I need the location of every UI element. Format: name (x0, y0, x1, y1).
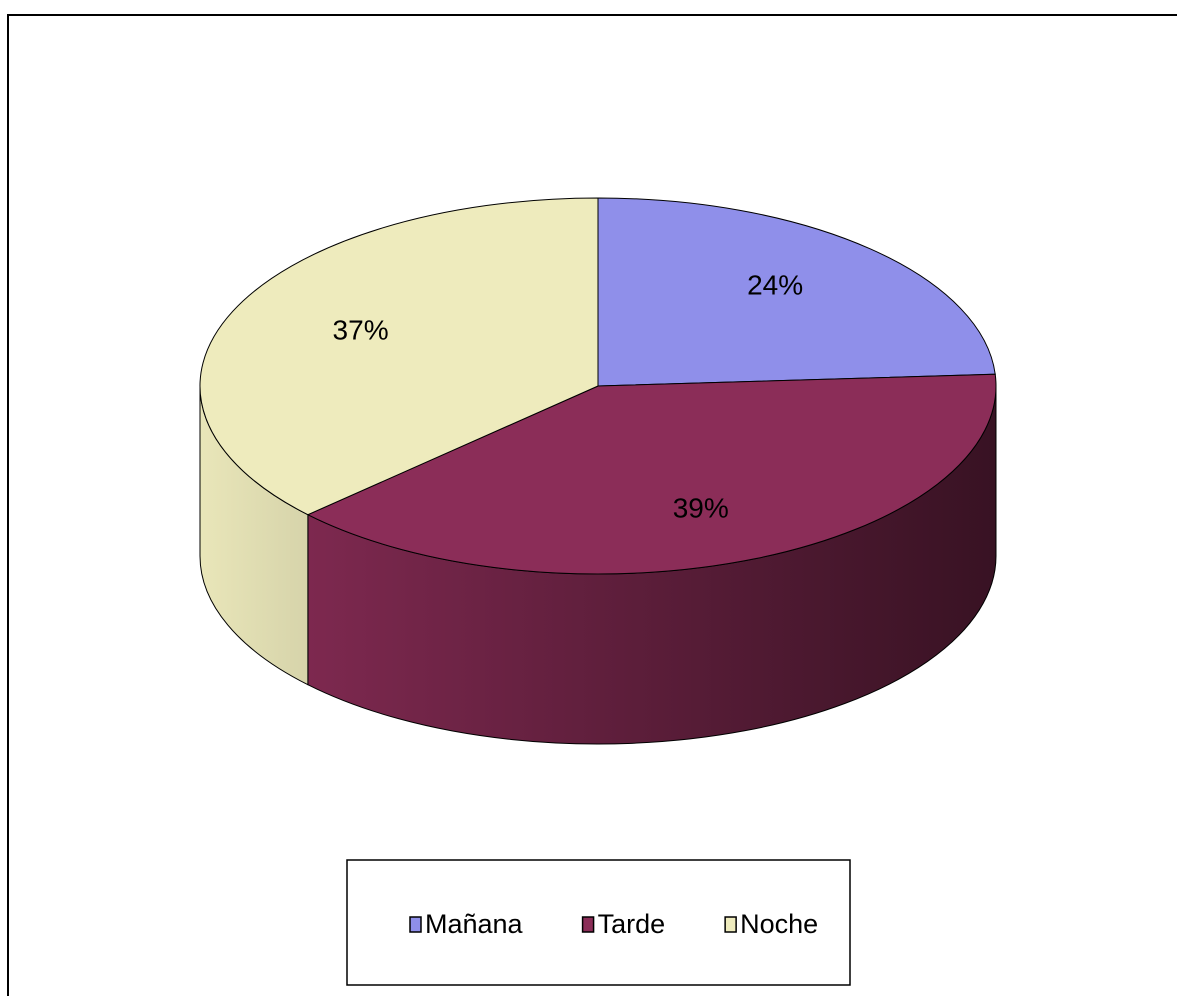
legend-box (346, 859, 851, 986)
legend-label: Mañana (425, 909, 524, 939)
slice (306, 373, 997, 575)
slice (597, 197, 996, 387)
data-label: 24% (747, 270, 803, 301)
slice (199, 197, 599, 516)
legend-label: Tarde (598, 909, 666, 939)
data-label: 37% (333, 315, 389, 346)
legend-swatch (409, 916, 422, 933)
pie: 24% 39% 37% (199, 197, 997, 745)
legend-swatch (724, 916, 737, 933)
legend-label: Noche (740, 909, 818, 939)
data-label: 39% (673, 493, 729, 524)
legend: Mañana Tarde Noche (409, 909, 818, 939)
legend-swatch (581, 916, 595, 933)
chart-border (7, 14, 1177, 996)
